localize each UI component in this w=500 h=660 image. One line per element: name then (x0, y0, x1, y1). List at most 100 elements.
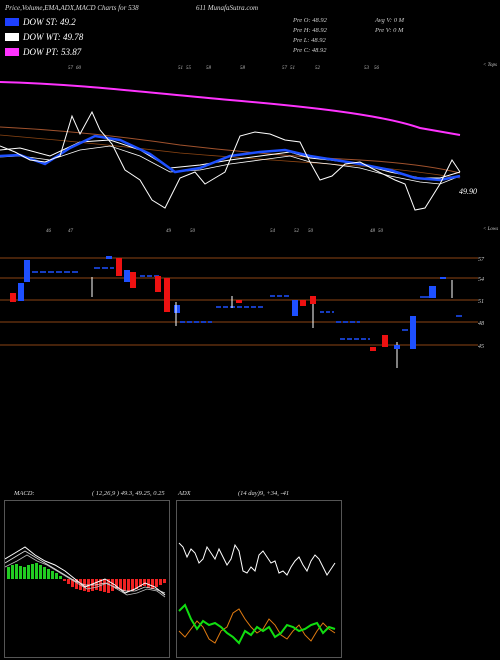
legend-item-pt: DOW PT: 53.87 (5, 46, 81, 57)
level-label: 54 (478, 276, 484, 283)
stat-avg-volume: Avg V: 0 M (375, 17, 404, 24)
adx-orange-line (178, 608, 336, 644)
pt-magenta-line (0, 81, 461, 136)
legend-swatch-blue (5, 17, 19, 26)
macd-histogram-bar (143, 579, 146, 586)
candle (164, 278, 170, 312)
stat-pre-open: Pre O: 48.92 (293, 17, 327, 24)
low-tick-label: 50 (308, 229, 314, 234)
candle (106, 256, 112, 259)
macd-histogram-bar (107, 579, 110, 593)
top-tick-label: 57 (68, 66, 74, 71)
legend-label-pt: DOW PT: 53.87 (23, 46, 82, 57)
price-line (0, 110, 461, 211)
adx-white-line (178, 542, 336, 576)
wt-white-line-2 (0, 145, 461, 185)
level-label: 45 (478, 343, 484, 350)
legend-item-st: DOW ST: 49.2 (5, 16, 76, 27)
macd-histogram-bar (7, 567, 10, 579)
stat-pre-high: Pre H: 48.92 (293, 27, 327, 34)
macd-histogram-bar (27, 565, 30, 579)
chart-title: Price,Volume,EMA,ADX,MACD Charts for 538 (5, 4, 139, 12)
macd-histogram-bar (75, 579, 78, 589)
st-blue-line (0, 134, 461, 182)
candle (440, 277, 446, 279)
low-tick-label: 52 (294, 229, 300, 234)
adx-params: (14 day)9, +34, -41 (238, 490, 290, 497)
candle (292, 300, 298, 316)
macd-histogram-bar (115, 579, 118, 589)
macd-chart (4, 500, 170, 658)
candle (370, 347, 376, 351)
top-tick-label: 53 (364, 66, 370, 71)
macd-histogram-bar (11, 565, 14, 579)
macd-histogram-bar (31, 564, 34, 579)
top-tick-label: 55 (186, 66, 192, 71)
macd-histogram-bar (63, 579, 66, 581)
macd-histogram-bar (151, 579, 154, 589)
top-tick-label: 57 (282, 66, 288, 71)
price-chart: < Tops < Lows 57 60 51 55 58 58 57 51 52 53 56 46 4… (0, 63, 498, 234)
macd-histogram-bar (111, 579, 114, 591)
stat-pre-low: Pre L: 48.92 (293, 37, 326, 44)
macd-histogram-bar (55, 573, 58, 579)
macd-histogram-bar (123, 579, 126, 591)
macd-histogram-bar (43, 567, 46, 579)
low-tick-label: 54 (270, 229, 276, 234)
low-tick-label: 49 (166, 229, 172, 234)
adx-chart (176, 500, 342, 658)
macd-histogram-bar (35, 563, 38, 579)
low-tick-label: 47 (68, 229, 74, 234)
legend-item-wt: DOW WT: 49.78 (5, 31, 83, 42)
macd-histogram-bar (19, 566, 22, 579)
candle (124, 270, 130, 282)
macd-aux-line (5, 554, 166, 598)
stat-pre-close: Pre C: 48.92 (293, 47, 327, 54)
macd-label: MACD: (14, 490, 35, 497)
macd-histogram-bar (47, 569, 50, 579)
candle (130, 272, 136, 288)
macd-histogram-bar (131, 579, 134, 591)
macd-histogram-bar (135, 579, 138, 589)
top-tick-label: 52 (315, 66, 321, 71)
macd-histogram-bar (103, 579, 106, 592)
macd-histogram-bar (51, 571, 54, 579)
candle (155, 276, 161, 292)
top-tick-labels: 57 60 51 55 58 58 57 51 52 53 56 (68, 66, 380, 71)
low-tick-label: 48 (370, 229, 376, 234)
macd-params: ( 12,26,9 ) 49.3, 49.25, 0.25 (92, 490, 165, 497)
level-label: 51 (478, 299, 484, 305)
candle (429, 286, 436, 298)
macd-histogram-bar (71, 579, 74, 587)
macd-histogram-bar (155, 579, 158, 587)
macd-line (5, 546, 166, 596)
volume-chart: 57 54 51 48 45 (0, 256, 485, 368)
tops-label: < Tops (483, 63, 497, 68)
macd-histogram-bar (79, 579, 82, 590)
adx-background (177, 501, 341, 657)
last-price-label: 49.90 (459, 187, 477, 196)
top-tick-label: 58 (240, 66, 246, 71)
macd-histogram-bar (59, 576, 62, 579)
level-label: 57 (478, 257, 485, 263)
macd-histogram-bar (39, 565, 42, 579)
candle (10, 293, 16, 302)
chart-subtitle: 611 MunafaSutra.com (196, 4, 259, 12)
candle (310, 296, 316, 304)
top-tick-label: 60 (76, 66, 82, 71)
low-tick-label: 50 (378, 229, 384, 234)
low-tick-label: 50 (190, 229, 196, 234)
legend-swatch-white (5, 32, 19, 41)
adx-green-line (178, 603, 336, 645)
candle (382, 335, 388, 347)
candle (18, 283, 24, 301)
top-tick-label: 51 (178, 66, 183, 71)
legend-label-wt: DOW WT: 49.78 (23, 31, 84, 42)
legend-swatch-magenta (5, 47, 19, 56)
macd-histogram-bar (119, 579, 122, 590)
low-tick-label: 46 (46, 229, 52, 234)
macd-histogram-bar (127, 579, 130, 592)
macd-histogram-bar (15, 564, 18, 579)
macd-histogram-bar (159, 579, 162, 585)
lows-label: < Lows (483, 227, 498, 232)
